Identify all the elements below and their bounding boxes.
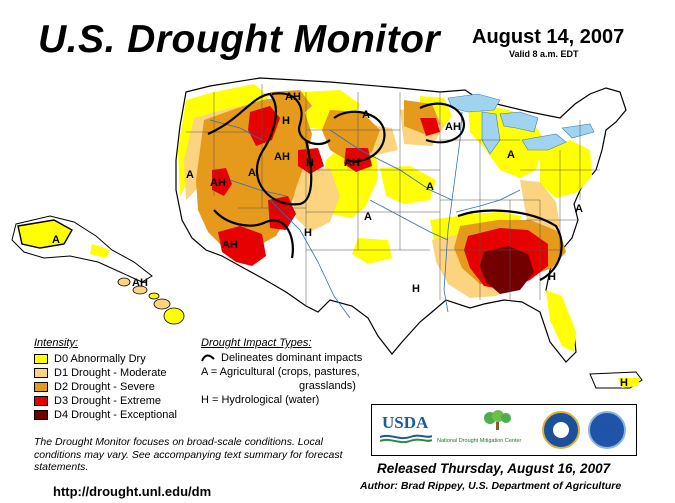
impact-header: Drought Impact Types: (201, 337, 312, 349)
usda-waves-icon (380, 434, 432, 443)
agency-logos: USDA National Drought Mitigation Center … (371, 404, 637, 456)
noaa-label: NOAA (596, 425, 617, 432)
label-ah: AH (222, 239, 238, 251)
alaska-d0-se (90, 244, 110, 258)
label-a: A (426, 181, 434, 193)
agri-row: A = Agricultural (crops, pastures, (201, 366, 360, 378)
label-a: A (52, 234, 60, 246)
label-h: H (306, 157, 314, 169)
hawaii (117, 277, 185, 325)
label-ah: AH (285, 91, 301, 103)
agri-row-2: grasslands) (299, 380, 356, 392)
d4-areas (480, 246, 534, 294)
ndmc-logo: National Drought Mitigation Center (437, 438, 522, 444)
legend-d2: D2 Drought - Severe (34, 380, 177, 393)
legend-d1: D1 Drought - Moderate (34, 366, 177, 379)
d2-swatch (34, 381, 48, 392)
label-a: A (507, 149, 515, 161)
d1-swatch (34, 367, 48, 378)
map-date: August 14, 2007 (472, 26, 625, 48)
noaa-logo-icon: NOAA (588, 411, 626, 449)
label-ah: AH (274, 151, 290, 163)
legend-d3: D3 Drought - Extreme (34, 394, 177, 407)
delineates-row: Delineates dominant impacts (201, 352, 362, 365)
usda-logo: USDA (382, 413, 429, 432)
label-a: A (362, 109, 370, 121)
d0-swatch (34, 353, 48, 364)
label-h: H (282, 115, 290, 127)
legend-d4-label: D4 Drought - Exceptional (54, 408, 177, 421)
label-ah: AH (132, 277, 148, 289)
intensity-header: Intensity: (34, 337, 79, 349)
d4-swatch (34, 409, 48, 420)
legend-d0: D0 Abnormally Dry (34, 352, 177, 365)
label-h: H (412, 283, 420, 295)
label-h: H (548, 271, 556, 283)
intensity-legend: Intensity: D0 Abnormally Dry D1 Drought … (34, 337, 177, 422)
d3-swatch (34, 395, 48, 406)
note-text: The Drought Monitor focuses on broad-sca… (34, 436, 343, 473)
alaska-d0 (17, 219, 73, 249)
label-a: A (248, 167, 256, 179)
hydro-row: H = Hydrological (water) (201, 394, 320, 406)
boundary-line-icon (201, 354, 215, 362)
state-lines (186, 84, 600, 306)
label-h: H (304, 227, 312, 239)
great-lakes (447, 93, 595, 155)
legend-d2-label: D2 Drought - Severe (54, 380, 155, 393)
impact-boundaries (207, 92, 563, 281)
delineates-text: Delineates dominant impacts (221, 352, 363, 364)
ndmc-tree-icon (484, 410, 511, 430)
legend-d1-label: D1 Drought - Moderate (54, 366, 167, 379)
puerto-rico-d0 (618, 378, 640, 388)
legend-d0-label: D0 Abnormally Dry (54, 352, 146, 365)
legend-d3-label: D3 Drought - Extreme (54, 394, 161, 407)
label-ah: AH (344, 157, 360, 169)
label-a: A (186, 169, 194, 181)
website-url[interactable]: http://drought.unl.edu/dm (53, 484, 212, 499)
impact-types: Drought Impact Types: Delineates dominan… (201, 337, 362, 408)
doc-seal-icon (542, 411, 580, 449)
release-date: Released Thursday, August 16, 2007 (377, 461, 611, 476)
impact-labels: AH H A AH A AH H AH A AH A A A H AH A H … (52, 91, 628, 389)
label-a: A (364, 211, 372, 223)
legend-d4: D4 Drought - Exceptional (34, 408, 177, 421)
label-a: A (575, 203, 583, 215)
label-ah: AH (445, 121, 461, 133)
label-h: H (620, 377, 628, 389)
author-line: Author: Brad Rippey, U.S. Department of … (360, 480, 622, 492)
label-ah: AH (210, 177, 226, 189)
valid-time: Valid 8 a.m. EDT (509, 49, 579, 59)
page-title: U.S. Drought Monitor (38, 18, 441, 61)
